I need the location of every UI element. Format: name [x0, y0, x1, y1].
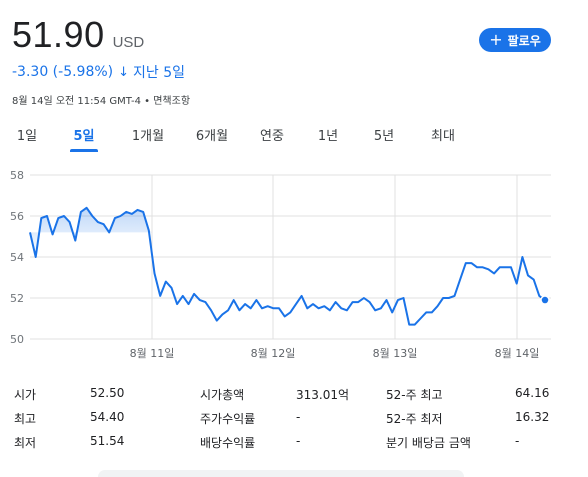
price-line — [29, 206, 546, 326]
y-tick-label: 54 — [10, 251, 24, 264]
y-tick-label: 50 — [10, 333, 24, 346]
stat-value-quarterly-dividend: - — [515, 434, 520, 448]
x-tick-label: 8월 11일 — [130, 346, 175, 360]
current-price: 51.90 — [12, 14, 105, 55]
stat-label-dividend-yield: 배당수익률 — [200, 436, 256, 450]
stat-value-dividend-yield: - — [296, 434, 301, 448]
tab-5d[interactable]: 5일 — [70, 126, 98, 154]
price-change: -3.30 (-5.98%) ↓ 지난 5일 — [12, 62, 185, 82]
y-tick-label: 52 — [10, 292, 24, 305]
tab-max[interactable]: 최대 — [431, 129, 455, 144]
x-tick-label: 8월 12일 — [251, 346, 296, 360]
price-header: 51.90 USD — [12, 14, 144, 56]
stat-label-52w-high: 52-주 최고 — [386, 388, 443, 402]
change-period: 지난 5일 — [133, 65, 186, 81]
stat-label-low: 최저 — [14, 436, 37, 450]
currency-label: USD — [112, 34, 145, 51]
current-point-marker — [540, 295, 550, 305]
stat-value-pe-ratio: - — [296, 410, 301, 424]
stat-value-market-cap: 313.01억 — [296, 388, 350, 402]
stat-value-high: 54.40 — [90, 410, 125, 424]
stat-label-market-cap: 시가총액 — [200, 388, 245, 402]
stat-value-52w-low: 16.32 — [515, 410, 550, 424]
more-about-bar[interactable] — [98, 470, 464, 477]
tab-5y[interactable]: 5년 — [373, 129, 395, 144]
stat-value-52w-high: 64.16 — [515, 386, 550, 400]
y-tick-label: 56 — [10, 210, 24, 223]
tab-1m[interactable]: 1개월 — [131, 129, 165, 144]
arrow-down-icon: ↓ — [118, 64, 130, 80]
follow-button[interactable]: + 팔로우 — [479, 28, 551, 52]
range-tabs: 1일 5일 1개월 6개월 연중 1년 5년 최대 — [0, 126, 588, 154]
stat-value-open: 52.50 — [90, 386, 125, 400]
tab-6m[interactable]: 6개월 — [195, 129, 229, 144]
y-tick-label: 58 — [10, 169, 24, 182]
stat-value-low: 51.54 — [90, 434, 125, 448]
x-tick-label: 8월 13일 — [373, 346, 418, 360]
area-fill — [30, 207, 152, 257]
stat-label-high: 최고 — [14, 412, 37, 426]
tab-1y[interactable]: 1년 — [317, 129, 339, 144]
stat-label-open: 시가 — [14, 388, 37, 402]
timestamp-disclaimer: 8월 14일 오전 11:54 GMT-4 • 면책조항 — [12, 96, 191, 107]
change-value: -3.30 (-5.98%) — [12, 64, 114, 80]
stat-label-pe-ratio: 주가수익률 — [200, 412, 256, 426]
stat-label-quarterly-dividend: 분기 배당금 금액 — [386, 436, 471, 450]
plus-icon: + — [489, 30, 503, 49]
follow-button-label: 팔로우 — [507, 33, 541, 48]
tab-1d[interactable]: 1일 — [16, 129, 38, 144]
x-tick-label: 8월 14일 — [495, 346, 540, 360]
stat-label-52w-low: 52-주 최저 — [386, 412, 443, 426]
tab-ytd[interactable]: 연중 — [260, 129, 284, 144]
price-chart[interactable]: 58 56 54 52 50 8월 11일 8월 12일 8월 13일 8월 14일 — [0, 164, 588, 368]
